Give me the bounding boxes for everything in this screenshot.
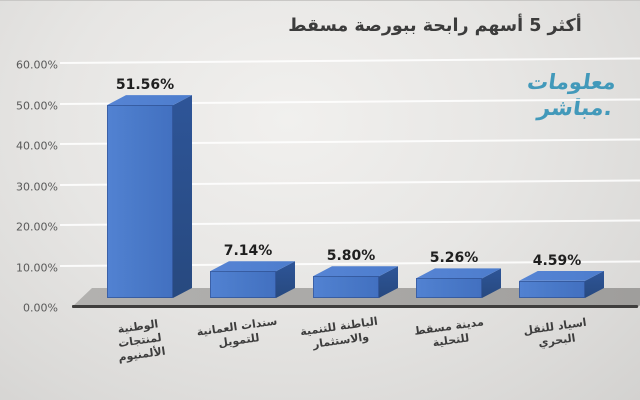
bar-5	[519, 270, 604, 298]
y-tick-label: 50.00%	[16, 99, 58, 112]
bar-front-face	[313, 276, 379, 298]
y-tick-label: 10.00%	[16, 261, 58, 274]
bar-side-face	[276, 261, 295, 298]
bar-value-label: 5.26%	[429, 250, 479, 267]
bar-value-label: 7.14%	[223, 243, 273, 260]
y-tick-label: 40.00%	[16, 139, 58, 153]
bar-top-face	[416, 268, 501, 279]
bar-1	[107, 95, 192, 298]
bar-top-face	[107, 95, 192, 106]
bar-top-face	[519, 270, 604, 281]
y-tick-label: 60.00%	[16, 58, 58, 72]
bar-front-face	[210, 271, 276, 298]
bar-top-face	[313, 266, 398, 277]
bar-front-face	[416, 278, 482, 298]
bar-value-label: 5.80%	[326, 248, 376, 265]
gridline	[59, 57, 640, 64]
watermark-line1: معلومات	[525, 70, 618, 94]
mubasher-watermark-logo: معلومات .مباشر	[490, 70, 618, 122]
x-axis-line	[72, 305, 638, 308]
bar-front-face	[107, 105, 173, 298]
bar-2	[210, 261, 295, 298]
bar-value-label: 51.56%	[115, 77, 175, 94]
bar-top-face	[210, 261, 295, 272]
bar-side-face	[379, 266, 398, 298]
bar-4	[416, 268, 501, 298]
y-tick-label: 0.00%	[23, 301, 58, 315]
y-tick-label: 20.00%	[16, 220, 58, 234]
bar-side-face	[173, 95, 192, 298]
category-label: اسياد للنقل البحري	[522, 315, 588, 350]
bar-value-label: 4.59%	[532, 252, 582, 269]
chart-title: أكثر 5 أسهم رابحة ببورصة مسقط	[288, 16, 582, 36]
bar-3	[313, 266, 398, 298]
y-tick-label: 30.00%	[16, 180, 58, 193]
bar-front-face	[519, 280, 585, 298]
